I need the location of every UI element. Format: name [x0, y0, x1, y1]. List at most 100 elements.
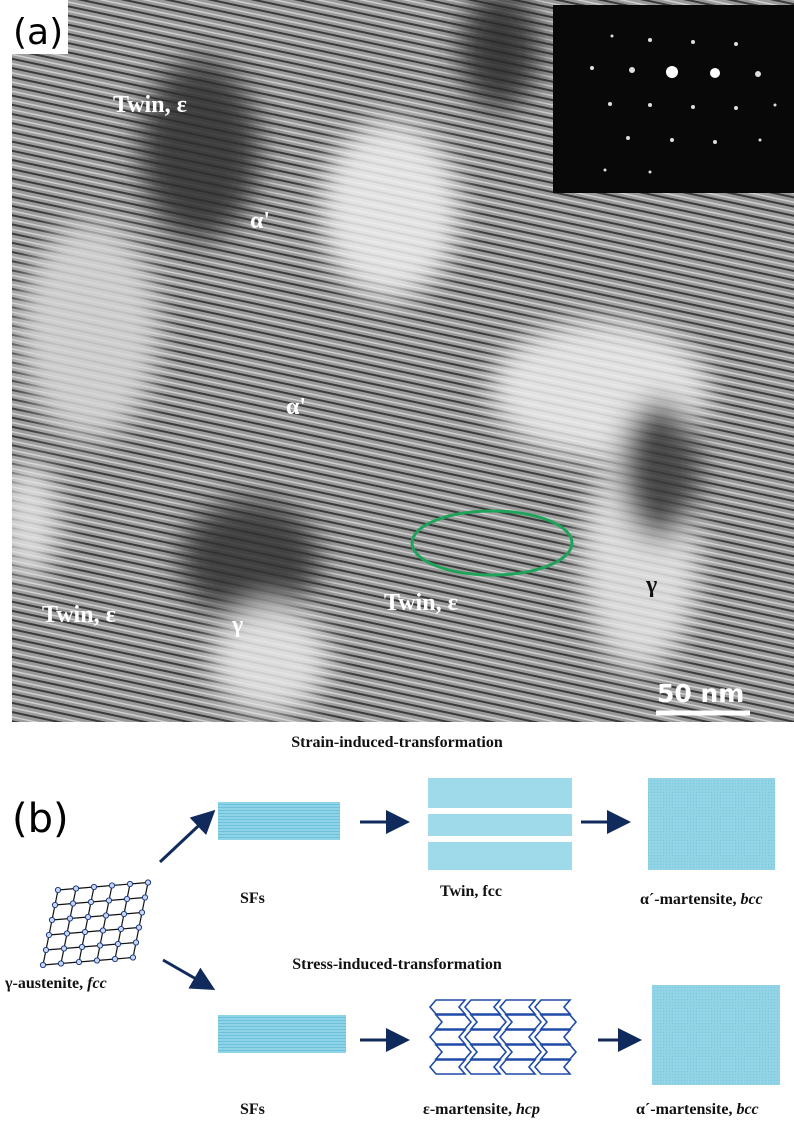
- atom: [103, 913, 108, 918]
- phase: hcp: [516, 1101, 540, 1118]
- atom: [79, 944, 84, 949]
- hex-cell: [535, 1000, 570, 1014]
- sf-block: [218, 802, 340, 840]
- atom: [82, 929, 87, 934]
- scale-label: 50 nm: [657, 679, 744, 708]
- atom: [109, 883, 114, 888]
- martensite-block: [648, 778, 775, 870]
- phase: bcc: [736, 1101, 758, 1118]
- atom: [64, 931, 69, 936]
- hex-cell: [436, 1045, 471, 1059]
- atom: [106, 898, 111, 903]
- hex-cell: [471, 1045, 506, 1059]
- twin-block: [428, 814, 572, 836]
- annotation: Twin, ε: [384, 590, 458, 616]
- atom: [100, 928, 105, 933]
- sf-block: [218, 1015, 346, 1053]
- annotation: γ: [645, 572, 657, 598]
- twin-block: [428, 778, 572, 808]
- atom: [85, 914, 90, 919]
- atom: [49, 917, 54, 922]
- label: SFs: [240, 1101, 265, 1118]
- atom: [67, 916, 72, 921]
- row-title: Strain-induced-transformation: [291, 734, 503, 751]
- hex-cell: [436, 1015, 471, 1029]
- atom: [145, 880, 150, 885]
- atom: [58, 961, 63, 966]
- atom: [46, 932, 51, 937]
- hex-cell: [541, 1045, 576, 1059]
- atom: [136, 925, 141, 930]
- hex-cell: [506, 1045, 541, 1059]
- hex-cell: [465, 1030, 500, 1044]
- arrow: [160, 814, 211, 862]
- diffraction-inset: [553, 5, 794, 193]
- step-label: SFs: [240, 1101, 265, 1118]
- hex-cell: [465, 1000, 500, 1014]
- atom: [52, 902, 57, 907]
- hex-cell: [500, 1030, 535, 1044]
- panel-label: (b): [12, 796, 69, 842]
- hex-cell: [500, 1060, 535, 1074]
- annotation: α': [250, 208, 270, 234]
- label: α´-martensite,: [636, 1101, 736, 1118]
- figure: 50 nm Twin, ε α' α' Twin, ε γ Twin, ε γ …: [0, 0, 794, 1124]
- atom: [76, 959, 81, 964]
- hcp-pattern: [430, 1000, 576, 1074]
- atom: [115, 941, 120, 946]
- annotation: Twin, ε: [113, 92, 187, 118]
- annotation: Twin, ε: [42, 602, 116, 628]
- hex-cell: [506, 1015, 541, 1029]
- phase: bcc: [740, 891, 762, 908]
- atom: [88, 899, 93, 904]
- label: SFs: [240, 890, 265, 907]
- atom: [91, 884, 96, 889]
- hex-cell: [541, 1015, 576, 1029]
- row-title: Stress-induced-transformation: [292, 956, 502, 973]
- start-label: γ-austenite, fcc: [4, 975, 107, 992]
- atom: [112, 956, 117, 961]
- tem-image: 50 nm Twin, ε α' α' Twin, ε γ Twin, ε γ: [0, 0, 794, 722]
- phase: fcc: [87, 975, 107, 992]
- annotation: α': [286, 394, 306, 420]
- label: γ-austenite,: [4, 975, 87, 992]
- step-label: α´-martensite, bcc: [636, 1101, 759, 1118]
- step-label: ε-martensite, hcp: [423, 1101, 540, 1118]
- label: ε-martensite,: [423, 1101, 516, 1118]
- austenite-lattice: [40, 880, 150, 968]
- hex-cell: [430, 1030, 465, 1044]
- atom: [139, 910, 144, 915]
- atom: [130, 955, 135, 960]
- atom: [43, 947, 48, 952]
- annotation: γ: [231, 612, 243, 638]
- hex-cell: [535, 1060, 570, 1074]
- step-label: Twin, fcc: [440, 883, 502, 900]
- martensite-block: [652, 985, 780, 1085]
- atom: [55, 887, 60, 892]
- atom: [133, 940, 138, 945]
- atom: [94, 958, 99, 963]
- atom: [121, 911, 126, 916]
- atom: [124, 896, 129, 901]
- hex-cell: [535, 1030, 570, 1044]
- atom: [142, 895, 147, 900]
- arrow: [163, 960, 210, 987]
- hex-cell: [465, 1060, 500, 1074]
- hex-cell: [430, 1060, 465, 1074]
- hex-cell: [500, 1000, 535, 1014]
- atom: [70, 901, 75, 906]
- atom: [73, 886, 78, 891]
- atom: [40, 962, 45, 967]
- atom: [61, 946, 66, 951]
- label: Twin, fcc: [440, 883, 502, 900]
- atom: [118, 926, 123, 931]
- atom: [97, 943, 102, 948]
- panel-label: (a): [13, 12, 63, 53]
- label: α´-martensite,: [640, 891, 740, 908]
- twin-block: [428, 842, 572, 870]
- hex-cell: [430, 1000, 465, 1014]
- atom: [127, 881, 132, 886]
- hex-cell: [471, 1015, 506, 1029]
- step-label: SFs: [240, 890, 265, 907]
- step-label: α´-martensite, bcc: [640, 891, 763, 908]
